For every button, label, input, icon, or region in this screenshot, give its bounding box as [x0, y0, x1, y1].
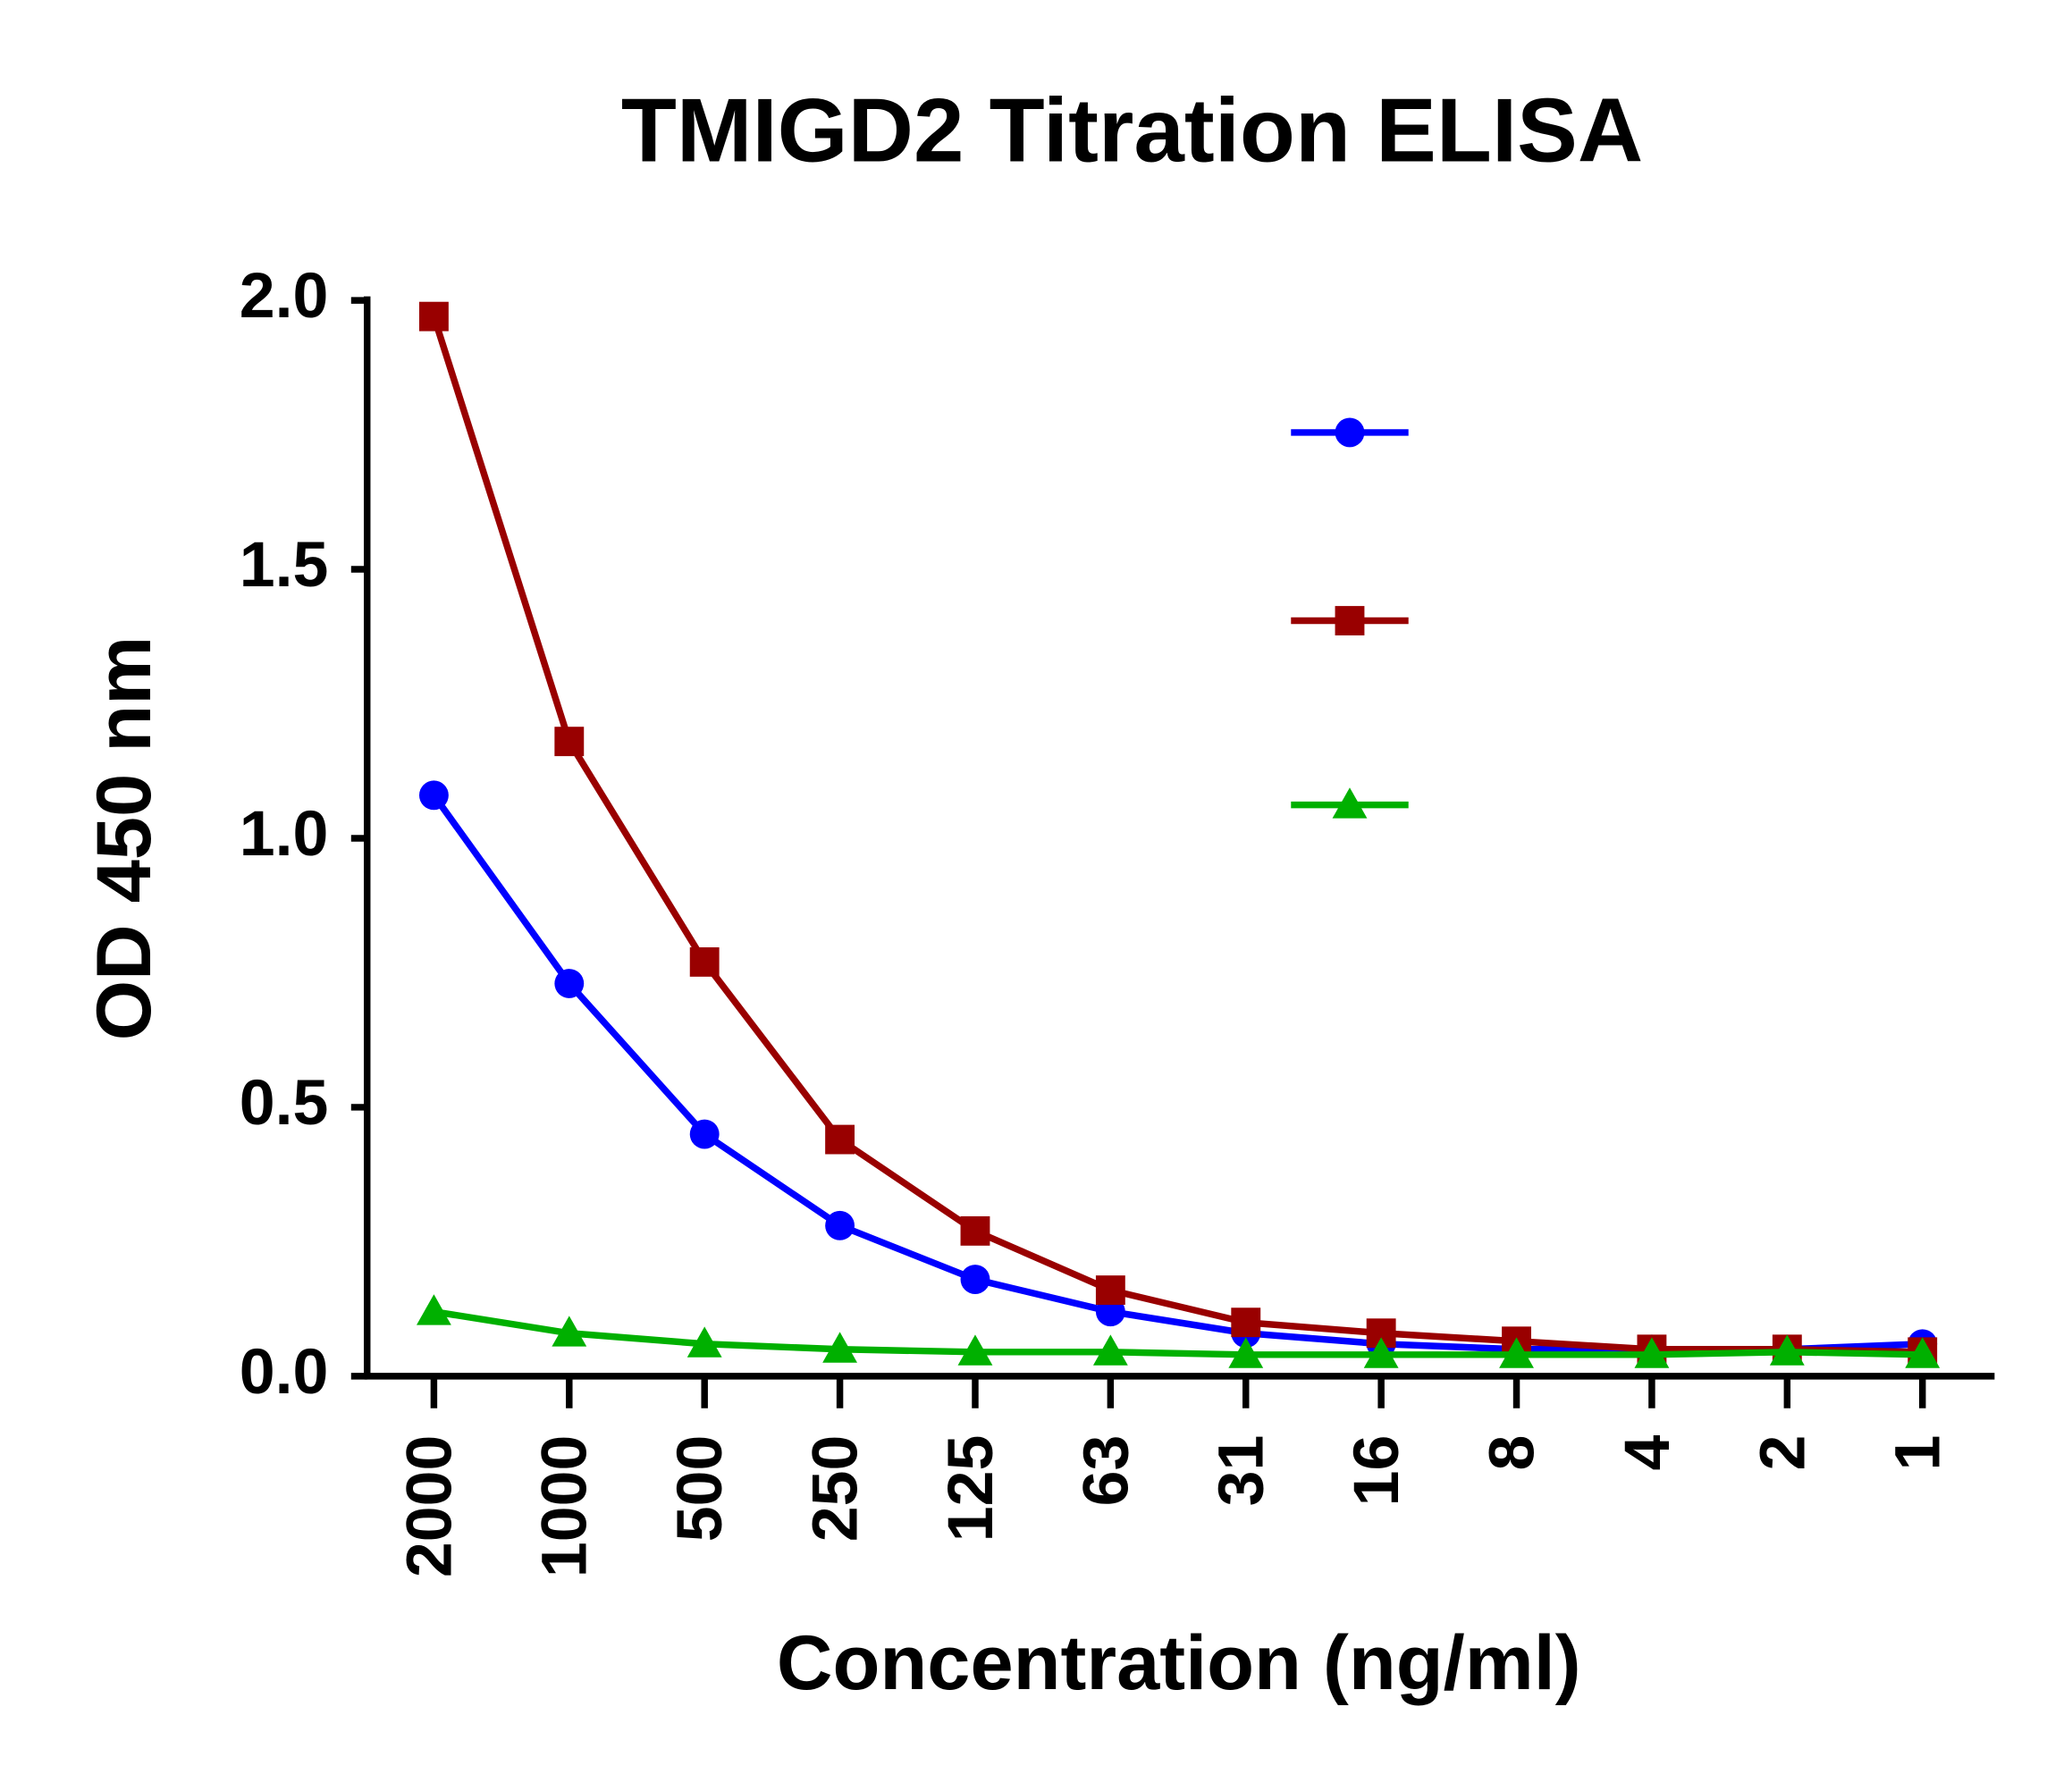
marker [689, 1119, 720, 1149]
marker [1769, 1334, 1805, 1366]
marker [554, 969, 585, 998]
x-tick-label: 2000 [393, 1435, 465, 1577]
marker [689, 946, 720, 977]
x-tick-label: 125 [935, 1435, 1007, 1543]
x-tick-label: 63 [1070, 1435, 1141, 1507]
marker [822, 1332, 857, 1363]
marker [825, 1124, 855, 1155]
marker [418, 301, 449, 332]
x-axis-title: Concentration (ng/ml) [777, 1620, 1581, 1706]
marker [554, 727, 585, 757]
marker [960, 1265, 990, 1294]
legend-marker [1335, 606, 1365, 635]
y-tick-label: 2.0 [240, 260, 329, 332]
series-line [431, 793, 1923, 1353]
y-axis-title: OD 450 nm [81, 636, 167, 1040]
series-line [430, 315, 1923, 1356]
y-tick-label: 0.0 [240, 1336, 329, 1408]
marker [1228, 1337, 1264, 1368]
marker [1499, 1337, 1534, 1368]
marker [1905, 1337, 1941, 1368]
x-tick-label: 1 [1882, 1435, 1954, 1471]
marker [1231, 1307, 1261, 1338]
x-tick-label: 16 [1341, 1435, 1412, 1507]
marker [552, 1316, 587, 1347]
y-tick-label: 1.5 [240, 529, 329, 601]
marker [1095, 1275, 1125, 1306]
x-tick-label: 2 [1747, 1435, 1818, 1471]
x-tick-label: 31 [1206, 1435, 1277, 1507]
x-tick-label: 4 [1612, 1434, 1683, 1470]
marker [686, 1326, 722, 1358]
marker [957, 1334, 993, 1366]
marker [416, 1294, 451, 1325]
y-tick-label: 0.5 [240, 1067, 329, 1139]
marker [960, 1215, 990, 1246]
legend-marker [1335, 417, 1365, 448]
marker [1363, 1337, 1399, 1368]
x-tick-label: 500 [664, 1435, 736, 1543]
series-line [433, 1307, 1923, 1358]
chart-title: TMIGD2 Titration ELISA [621, 80, 1643, 181]
y-tick-label: 1.0 [240, 798, 329, 870]
marker [1634, 1337, 1670, 1368]
marker [825, 1210, 855, 1240]
x-tick-label: 250 [800, 1435, 872, 1543]
marker [1092, 1334, 1128, 1366]
marker [418, 780, 449, 811]
x-tick-label: 1000 [529, 1435, 601, 1577]
x-tick-label: 8 [1476, 1435, 1547, 1471]
legend-marker [1332, 787, 1368, 819]
